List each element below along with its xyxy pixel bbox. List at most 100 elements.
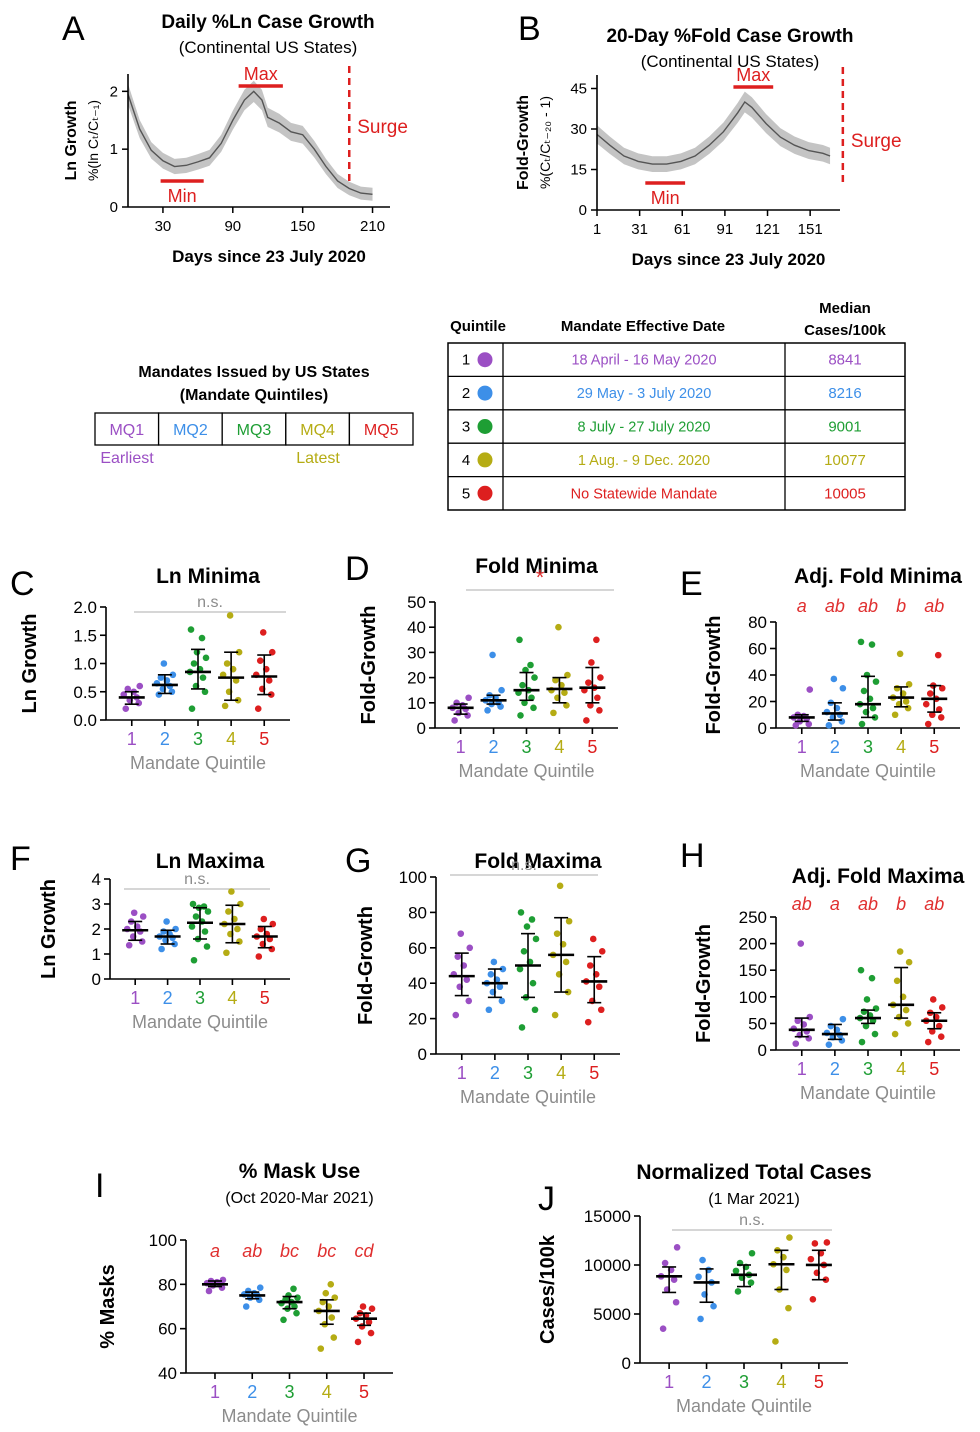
data-point xyxy=(139,913,147,920)
data-point xyxy=(519,681,526,689)
x-tick-label: 5 xyxy=(929,1059,939,1079)
panel-e: E Adj. Fold Minima Fold-Growth 0 20 40 60 80 1 2 3… xyxy=(680,565,962,781)
data-point xyxy=(490,958,498,966)
data-point xyxy=(521,699,528,707)
x-tick-label: 3 xyxy=(863,1059,873,1079)
data-point xyxy=(359,1303,367,1310)
y-tick-label: 100 xyxy=(399,868,427,887)
data-point xyxy=(163,918,170,925)
x-tick-label: 3 xyxy=(739,1372,749,1392)
data-point xyxy=(587,702,594,709)
y-tick-label: 2 xyxy=(110,83,118,100)
data-point xyxy=(517,712,524,719)
mq-cell xyxy=(348,412,414,446)
x-axis-label: Mandate Quintile xyxy=(800,761,936,781)
x-axis-label: Mandate Quintile xyxy=(800,1083,936,1103)
earliest-label: Earliest xyxy=(100,450,154,467)
data-point xyxy=(268,945,276,953)
data-point xyxy=(896,948,904,955)
min-label: Min xyxy=(168,186,197,206)
data-point xyxy=(697,1315,704,1323)
panel-h: H Adj. Fold Maxima Fold-Growth 0 50 100 150 200… xyxy=(680,837,965,1103)
x-tick-label: 2 xyxy=(490,1063,500,1083)
data-point xyxy=(869,704,877,712)
panel-letter: B xyxy=(518,10,541,48)
chart-title: Adj. Fold Maxima xyxy=(792,865,965,888)
y-axis-label: Fold-Growth xyxy=(693,924,715,1043)
data-point xyxy=(228,888,235,895)
data-point xyxy=(498,686,505,694)
x-tick-label: 151 xyxy=(798,221,823,238)
group-letter: bc xyxy=(317,1241,336,1261)
y-tick-label: 0 xyxy=(110,199,118,216)
y-tick-label: 20 xyxy=(408,1010,427,1029)
data-point xyxy=(553,930,561,937)
data-point xyxy=(259,629,267,636)
data-point xyxy=(937,714,945,721)
x-tick-label: 5 xyxy=(929,737,939,757)
x-tick-label: 30 xyxy=(155,218,172,235)
data-point xyxy=(938,1004,946,1011)
group-letter: a xyxy=(830,894,840,914)
data-point xyxy=(863,671,871,679)
y-tick-label: 0 xyxy=(418,1045,427,1064)
data-point xyxy=(529,979,537,987)
data-point xyxy=(157,674,165,681)
quintile-number: 3 xyxy=(462,419,470,436)
data-point xyxy=(924,1038,932,1046)
data-point xyxy=(327,1281,335,1288)
x-tick-label: 1 xyxy=(130,988,140,1008)
y-tick-label: 0 xyxy=(758,1041,767,1060)
x-tick-label: 31 xyxy=(631,221,648,238)
latest-label: Latest xyxy=(296,450,340,467)
data-point xyxy=(807,1255,815,1263)
x-tick-label: 4 xyxy=(556,1063,566,1083)
data-point xyxy=(783,1266,790,1274)
x-tick-label: 5 xyxy=(359,1382,369,1402)
data-point xyxy=(268,648,276,656)
min-label: Min xyxy=(651,188,680,208)
data-point xyxy=(584,1018,592,1026)
data-point xyxy=(464,712,471,719)
data-point xyxy=(550,709,557,717)
y-tick-label: 40 xyxy=(407,618,426,637)
data-point xyxy=(586,962,594,969)
x-axis-label: Mandate Quintile xyxy=(221,1406,357,1426)
mandate-date: No Statewide Mandate xyxy=(571,486,718,502)
data-point xyxy=(489,651,496,659)
data-point xyxy=(531,1006,539,1014)
y-tick-label: 0 xyxy=(758,719,767,738)
y-tick-label: 4 xyxy=(92,870,101,889)
y-tick-label: 100 xyxy=(149,1231,177,1250)
data-point xyxy=(937,1033,945,1040)
data-point xyxy=(523,923,531,930)
group-letter: bc xyxy=(280,1241,299,1261)
x-tick-label: 2 xyxy=(247,1382,257,1402)
surge-label: Surge xyxy=(851,131,902,152)
x-tick-label: 3 xyxy=(863,737,873,757)
group-letter: ab xyxy=(792,894,812,914)
y-tick-label: 1 xyxy=(110,141,118,158)
x-tick-label: 5 xyxy=(587,737,597,757)
panel-i: I % Mask Use (Oct 2020-Mar 2021) % Masks 40 6… xyxy=(95,1160,393,1426)
y-tick-label: 30 xyxy=(570,121,587,138)
data-point xyxy=(594,694,601,702)
data-point xyxy=(597,674,604,681)
data-point xyxy=(285,1292,292,1299)
x-tick-label: 4 xyxy=(554,737,564,757)
data-point xyxy=(160,660,168,667)
x-tick-label: 2 xyxy=(830,737,840,757)
y-tick-label: 100 xyxy=(739,988,767,1007)
data-point xyxy=(135,699,143,707)
y-tick-label: 5000 xyxy=(593,1305,631,1324)
y-tick-label: 60 xyxy=(408,939,427,958)
data-point xyxy=(597,1006,605,1014)
group-letter: ab xyxy=(858,596,878,616)
data-point xyxy=(858,1038,866,1046)
data-point xyxy=(522,666,529,674)
panel-letter: C xyxy=(10,565,35,603)
chart-subtitle: (Continental US States) xyxy=(179,38,358,57)
data-point xyxy=(872,678,880,685)
data-point xyxy=(223,660,231,667)
y-tick-label: 40 xyxy=(748,666,767,685)
